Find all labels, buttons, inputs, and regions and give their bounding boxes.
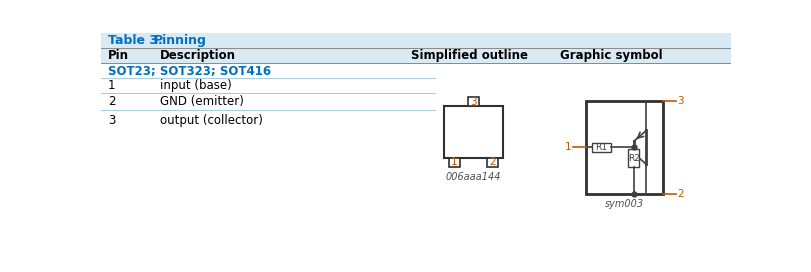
Bar [591, 143, 610, 152]
Text: 2: 2 [489, 157, 496, 167]
Bar [586, 101, 663, 194]
Bar [101, 33, 730, 48]
Bar [101, 48, 730, 63]
Bar [448, 158, 459, 167]
Text: Pin: Pin [108, 49, 128, 62]
Text: GND (emitter): GND (emitter) [160, 95, 243, 108]
Text: Pinning: Pinning [154, 34, 207, 47]
Text: R1: R1 [594, 143, 607, 152]
Text: R2: R2 [627, 154, 639, 163]
Text: sym003: sym003 [604, 199, 643, 209]
Bar [101, 63, 730, 78]
Text: 1: 1 [450, 157, 457, 167]
Text: output (collector): output (collector) [160, 114, 262, 127]
Text: 3: 3 [108, 114, 115, 127]
Text: 2: 2 [676, 188, 683, 199]
Text: 1: 1 [564, 142, 570, 152]
Bar [467, 97, 478, 106]
Text: 2: 2 [108, 95, 115, 108]
Bar [444, 106, 502, 158]
Text: Table 3.: Table 3. [108, 34, 162, 47]
Text: 1: 1 [108, 79, 115, 92]
Text: Description: Description [160, 49, 235, 62]
Text: input (base): input (base) [160, 79, 231, 92]
Text: SOT23; SOT323; SOT416: SOT23; SOT323; SOT416 [108, 65, 271, 78]
Text: 006aaa144: 006aaa144 [445, 172, 500, 182]
Text: Graphic symbol: Graphic symbol [560, 49, 662, 62]
Text: Simplified outline: Simplified outline [411, 49, 528, 62]
Text: 3: 3 [470, 97, 476, 107]
Bar [628, 149, 638, 167]
Text: 3: 3 [676, 96, 683, 106]
Bar [487, 158, 498, 167]
